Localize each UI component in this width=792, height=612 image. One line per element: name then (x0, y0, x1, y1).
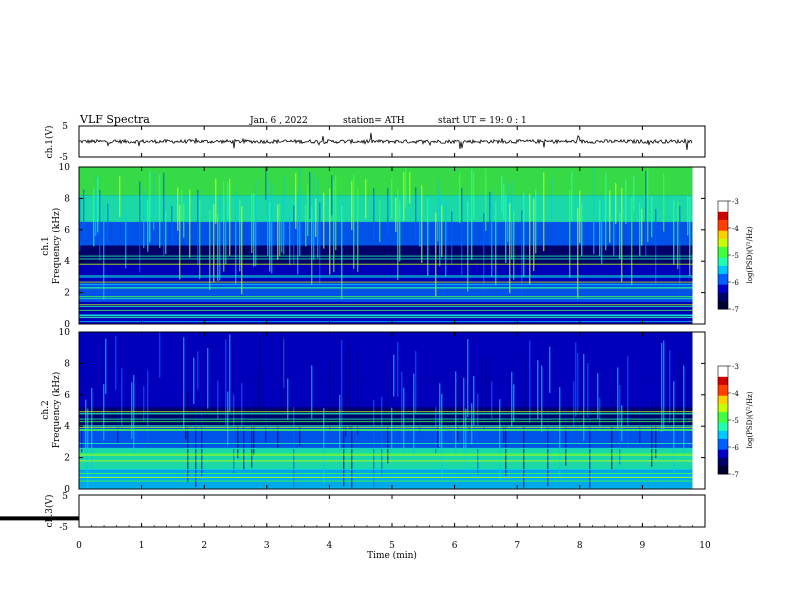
ch1-ylabel: ch.1(V) (44, 126, 55, 159)
ch1-spectrogram-panel: 10 8 6 4 2 0 ch.1 Frequency (kHz) -3 -4 -5 -6 -7 l… (41, 163, 754, 330)
ch1-spectrogram-ylabel-channel: ch.1 (41, 236, 51, 255)
freq-tick-label: 4 (64, 257, 70, 267)
ch1-colorbar: -3 -4 -5 -6 -7 log(PSD)(V²/Hz) (717, 198, 754, 314)
ch2-spectrogram-yticks: 10 8 6 4 2 0 (59, 328, 705, 495)
time-tick-label: 10 (699, 541, 711, 551)
colorbar-tick-label: -6 (732, 279, 739, 287)
ch1-waveform-series (78, 132, 693, 150)
freq-tick-label: 8 (64, 359, 70, 369)
ch2-spectrogram-ylabel-channel: ch.2 (41, 400, 51, 419)
ch2-spectrogram-ylabel-frequency: Frequency (kHz) (51, 372, 62, 449)
ch3-waveform-frame (78, 494, 706, 528)
ch1-ytick-5: 5 (62, 122, 68, 132)
colorbar-label: log(PSD)(V²/Hz) (746, 226, 754, 283)
freq-tick-label: 4 (64, 422, 70, 432)
ch1-spectrogram-image (79, 167, 693, 324)
colorbar-tick-label: -7 (732, 471, 739, 479)
ch3-waveform-panel: 5 -5 ch.3(V) (0, 492, 706, 533)
colorbar-tick-label: -4 (732, 225, 739, 233)
freq-tick-label: 0 (64, 320, 70, 330)
freq-tick-label: 2 (64, 454, 70, 464)
time-tick-label: 6 (452, 541, 458, 551)
time-tick-label: 9 (640, 541, 646, 551)
ch1-spectrogram-ylabel-frequency: Frequency (kHz) (51, 208, 62, 285)
ch3-ylabel: ch.3(V) (44, 495, 55, 528)
ch1-spectrogram-yticks: 10 8 6 4 2 0 (59, 163, 705, 330)
ch1-waveform-panel: 5 -5 ch.1(V) (44, 122, 706, 163)
time-tick-label: 7 (514, 541, 520, 551)
freq-tick-label: 8 (64, 194, 70, 204)
time-tick-label: 5 (389, 541, 395, 551)
ch2-spectrogram-image (79, 332, 693, 489)
colorbar-tick-label: -5 (732, 417, 739, 425)
ch1-ytick-minus5: -5 (59, 153, 68, 163)
colorbar-tick-label: -4 (732, 390, 739, 398)
colorbar-tick-label: -6 (732, 444, 739, 452)
ch3-ytick-minus5: -5 (59, 523, 68, 533)
time-tick-label: 0 (76, 541, 82, 551)
time-tick-label: 4 (327, 541, 333, 551)
figure-title: VLF Spectra (79, 113, 150, 126)
freq-tick-label: 10 (59, 328, 71, 338)
ch2-spectrogram-panel: 10 8 6 4 2 0 ch.2 Frequency (kHz) -3 -4 -5 -6 -7 l… (41, 328, 754, 495)
colorbar-tick-label: -5 (732, 252, 739, 260)
colorbar-tick-label: -3 (732, 198, 739, 206)
header-start-time: start UT = 19: 0 : 1 (438, 116, 527, 126)
time-tick-label: 2 (201, 541, 207, 551)
freq-tick-label: 0 (64, 485, 70, 495)
header-date: Jan. 6 , 2022 (249, 116, 308, 126)
time-tick-label: 3 (264, 541, 270, 551)
time-axis-label: Time (min) (367, 550, 417, 561)
colorbar-label: log(PSD)(V²/Hz) (746, 391, 754, 448)
freq-tick-label: 6 (64, 226, 70, 236)
ch2-colorbar: -3 -4 -5 -6 -7 log(PSD)(V²/Hz) (717, 363, 754, 479)
header-station: station= ATH (343, 116, 405, 126)
freq-tick-label: 2 (64, 289, 70, 299)
freq-tick-label: 6 (64, 391, 70, 401)
ch3-ytick-5: 5 (62, 492, 68, 502)
colorbar-tick-label: -7 (732, 306, 739, 314)
time-tick-label: 8 (577, 541, 583, 551)
freq-tick-label: 10 (59, 163, 71, 173)
colorbar-tick-label: -3 (732, 363, 739, 371)
time-axis: 0 1 2 3 4 5 6 7 8 9 10 (76, 126, 711, 551)
time-tick-label: 1 (139, 541, 145, 551)
